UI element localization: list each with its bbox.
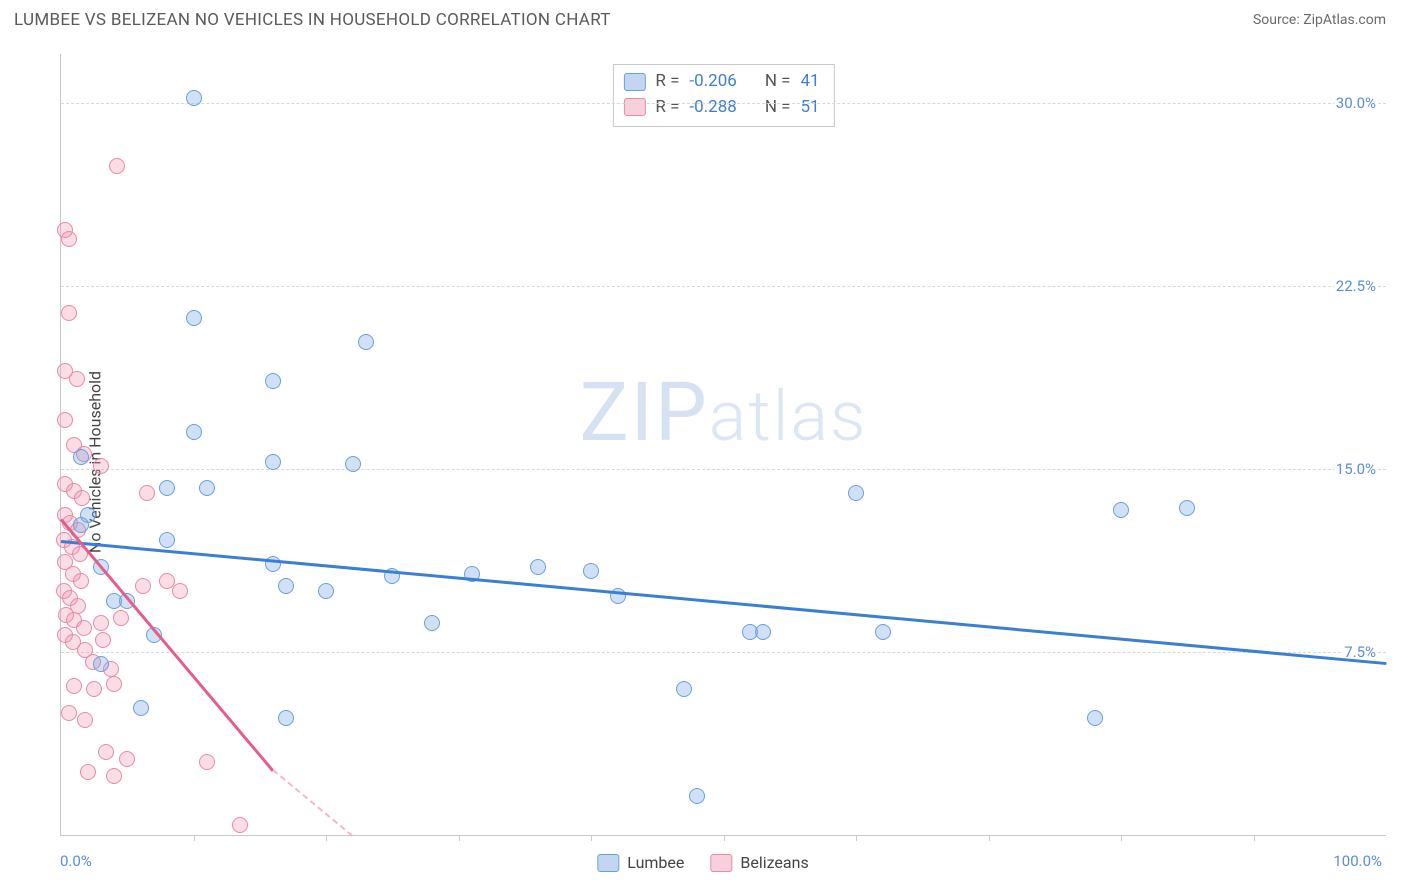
source-label: Source: ZipAtlas.com (1253, 12, 1386, 28)
data-point (80, 507, 96, 523)
data-point (530, 559, 546, 575)
header: LUMBEE VS BELIZEAN NO VEHICLES IN HOUSEH… (0, 0, 1406, 36)
x-tick-mark (856, 835, 857, 841)
data-point (1087, 710, 1103, 726)
data-point (93, 615, 109, 631)
data-point (76, 620, 92, 636)
data-point (106, 768, 122, 784)
data-point (69, 371, 85, 387)
y-tick-label: 22.5% (1334, 277, 1378, 295)
data-point (93, 458, 109, 474)
x-tick-mark (194, 835, 195, 841)
plot-region: ZIPatlas R = -0.206 N = 41 R = -0.288 N … (60, 54, 1386, 836)
data-point (61, 231, 77, 247)
data-point (73, 449, 89, 465)
swatch-icon (597, 854, 619, 872)
data-point (755, 624, 771, 640)
x-tick-mark (989, 835, 990, 841)
chart-area: No Vehicles in Household ZIPatlas R = -0… (14, 44, 1392, 880)
data-point (875, 624, 891, 640)
trend-line (61, 540, 1386, 665)
data-point (358, 334, 374, 350)
data-point (98, 744, 114, 760)
x-axis-max-label: 100.0% (1333, 852, 1382, 870)
data-point (232, 817, 248, 833)
gridline (61, 286, 1386, 287)
data-point (278, 710, 294, 726)
data-point (676, 681, 692, 697)
x-tick-mark (724, 835, 725, 841)
data-point (199, 754, 215, 770)
legend-stats-row: R = -0.288 N = 51 (623, 95, 819, 121)
y-tick-label: 30.0% (1334, 94, 1378, 112)
swatch-icon (710, 854, 732, 872)
data-point (135, 578, 151, 594)
data-point (66, 678, 82, 694)
data-point (848, 485, 864, 501)
data-point (159, 480, 175, 496)
data-point (106, 676, 122, 692)
legend-bottom: Lumbee Belizeans (597, 853, 808, 872)
y-tick-label: 15.0% (1334, 460, 1378, 478)
data-point (86, 681, 102, 697)
x-tick-mark (1254, 835, 1255, 841)
data-point (583, 563, 599, 579)
x-axis-min-label: 0.0% (60, 852, 92, 870)
data-point (80, 764, 96, 780)
data-point (139, 485, 155, 501)
data-point (1113, 502, 1129, 518)
x-tick-mark (1121, 835, 1122, 841)
data-point (61, 305, 77, 321)
trend-line (272, 769, 353, 836)
data-point (73, 573, 89, 589)
data-point (424, 615, 440, 631)
data-point (1179, 500, 1195, 516)
data-point (77, 712, 93, 728)
swatch-icon (623, 73, 645, 91)
x-tick-mark (591, 835, 592, 841)
swatch-icon (623, 98, 645, 116)
x-tick-mark (326, 835, 327, 841)
chart-title: LUMBEE VS BELIZEAN NO VEHICLES IN HOUSEH… (14, 10, 611, 30)
data-point (318, 583, 334, 599)
data-point (133, 700, 149, 716)
data-point (265, 454, 281, 470)
data-point (57, 412, 73, 428)
data-point (119, 751, 135, 767)
data-point (186, 90, 202, 106)
data-point (93, 656, 109, 672)
gridline (61, 652, 1386, 653)
legend-item-belizeans: Belizeans (710, 853, 808, 872)
legend-stats-row: R = -0.206 N = 41 (623, 69, 819, 95)
data-point (689, 788, 705, 804)
data-point (345, 456, 361, 472)
data-point (159, 532, 175, 548)
data-point (265, 373, 281, 389)
data-point (109, 158, 125, 174)
data-point (113, 610, 129, 626)
watermark: ZIPatlas (580, 365, 868, 461)
data-point (74, 490, 90, 506)
data-point (199, 480, 215, 496)
data-point (186, 424, 202, 440)
data-point (186, 310, 202, 326)
data-point (95, 632, 111, 648)
gridline (61, 469, 1386, 470)
data-point (172, 583, 188, 599)
x-tick-mark (459, 835, 460, 841)
data-point (61, 705, 77, 721)
legend-item-lumbee: Lumbee (597, 853, 684, 872)
data-point (278, 578, 294, 594)
legend-stats-box: R = -0.206 N = 41 R = -0.288 N = 51 (612, 64, 834, 127)
gridline (61, 103, 1386, 104)
